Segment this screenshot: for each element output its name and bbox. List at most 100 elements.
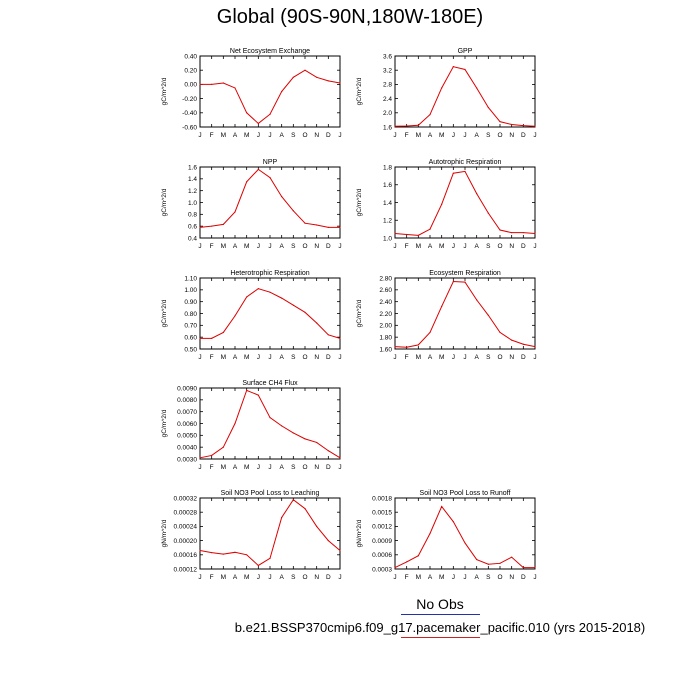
- x-tick-label-heterotrophic-respiration: O: [302, 354, 307, 361]
- y-tick-label-ecosystem-respiration: 2.60: [379, 287, 392, 294]
- x-tick-label-gpp: J: [463, 132, 466, 139]
- y-tick-label-heterotrophic-respiration: 0.80: [184, 311, 197, 318]
- data-point-autotrophic-respiration: [441, 203, 443, 205]
- x-tick-label-autotrophic-respiration: O: [497, 243, 502, 250]
- x-tick-label-surface-ch4-flux: J: [338, 464, 341, 471]
- panel-title-surface-ch4-flux: Surface CH4 Flux: [242, 380, 298, 387]
- plot-frame-autotrophic-respiration: [394, 166, 536, 239]
- y-tick-label-net-ecosystem-exchange: 0.20: [184, 68, 197, 75]
- x-tick-label-gpp: M: [439, 132, 444, 139]
- data-point-ecosystem-respiration: [511, 339, 513, 341]
- x-tick-label-soil-no3-pool-loss-to-runoff: M: [416, 574, 421, 581]
- x-tick-label-net-ecosystem-exchange: J: [338, 132, 341, 139]
- x-tick-label-npp: J: [338, 243, 341, 250]
- legend-no-obs: No Obs: [416, 596, 464, 612]
- y-tick-label-soil-no3-pool-loss-to-leaching: 0.00024: [174, 524, 198, 531]
- x-tick-label-net-ecosystem-exchange: M: [221, 132, 226, 139]
- data-point-soil-no3-pool-loss-to-runoff: [429, 532, 431, 535]
- data-point-heterotrophic-respiration: [304, 311, 306, 313]
- data-point-soil-no3-pool-loss-to-leaching: [234, 551, 236, 553]
- x-tick-label-soil-no3-pool-loss-to-runoff: S: [486, 574, 491, 581]
- y-tick-label-soil-no3-pool-loss-to-runoff: 0.0015: [372, 510, 392, 517]
- data-point-autotrophic-respiration: [476, 193, 478, 195]
- x-tick-label-heterotrophic-respiration: A: [233, 354, 238, 361]
- x-tick-label-net-ecosystem-exchange: M: [244, 132, 249, 139]
- y-tick-label-autotrophic-respiration: 1.4: [383, 200, 392, 207]
- data-point-net-ecosystem-exchange: [327, 80, 329, 82]
- x-tick-label-ecosystem-respiration: J: [533, 354, 536, 361]
- y-tick-label-surface-ch4-flux: 0.0060: [177, 421, 197, 428]
- x-tick-label-soil-no3-pool-loss-to-runoff: O: [497, 574, 502, 581]
- y-tick-label-gpp: 2.8: [383, 82, 392, 89]
- x-tick-label-surface-ch4-flux: S: [291, 464, 296, 471]
- x-tick-label-gpp: A: [474, 132, 479, 139]
- data-point-npp: [339, 226, 341, 228]
- y-tick-label-npp: 0.6: [188, 223, 197, 230]
- panel-surface-ch4-flux: Surface CH4 Flux 0.0090 0.0080 0.0070 0.0060…: [161, 380, 342, 471]
- data-point-ecosystem-respiration: [417, 344, 419, 346]
- y-tick-label-soil-no3-pool-loss-to-runoff: 0.0003: [372, 566, 392, 573]
- x-tick-label-heterotrophic-respiration: J: [198, 354, 201, 361]
- x-tick-label-net-ecosystem-exchange: A: [233, 132, 238, 139]
- series-line-soil-no3-pool-loss-to-runoff: [394, 505, 535, 569]
- y-axis-label-soil-no3-pool-loss-to-runoff: gN/m^2/d: [356, 519, 363, 547]
- x-tick-label-ecosystem-respiration: F: [405, 354, 409, 361]
- x-tick-label-soil-no3-pool-loss-to-runoff: J: [393, 574, 396, 581]
- y-axis-label-npp: gC/m^2/d: [161, 188, 168, 216]
- series-line-surface-ch4-flux: [199, 389, 341, 459]
- x-tick-label-surface-ch4-flux: D: [326, 464, 331, 471]
- data-point-npp: [327, 226, 329, 228]
- x-tick-label-npp: A: [233, 243, 238, 250]
- series-line-soil-no3-pool-loss-to-leaching: [199, 499, 341, 567]
- data-point-ecosystem-respiration: [464, 281, 466, 283]
- x-tick-label-autotrophic-respiration: J: [533, 243, 536, 250]
- x-tick-label-gpp: J: [533, 132, 536, 139]
- x-tick-label-npp: O: [302, 243, 307, 250]
- x-tick-label-autotrophic-respiration: S: [486, 243, 491, 250]
- data-point-soil-no3-pool-loss-to-runoff: [441, 505, 443, 508]
- y-tick-label-ecosystem-respiration: 1.80: [379, 334, 392, 341]
- y-tick-label-surface-ch4-flux: 0.0080: [177, 397, 197, 404]
- panel-autotrophic-respiration: Autotrophic Respiration 1.8 1.6 1.4 1.2 1.0 gC…: [356, 159, 537, 250]
- x-tick-label-heterotrophic-respiration: J: [268, 354, 271, 361]
- data-point-autotrophic-respiration: [487, 212, 489, 214]
- data-point-ecosystem-respiration: [452, 280, 454, 283]
- data-point-soil-no3-pool-loss-to-runoff: [522, 566, 524, 569]
- x-tick-label-ecosystem-respiration: M: [416, 354, 421, 361]
- y-axis-label-gpp: gC/m^2/d: [356, 77, 363, 105]
- data-point-gpp: [406, 125, 408, 127]
- y-tick-label-soil-no3-pool-loss-to-runoff: 0.0012: [372, 524, 392, 531]
- data-point-soil-no3-pool-loss-to-leaching: [327, 540, 329, 542]
- y-tick-label-net-ecosystem-exchange: -0.60: [182, 124, 197, 131]
- x-tick-label-surface-ch4-flux: M: [244, 464, 249, 471]
- legend-line-blue: [401, 614, 480, 615]
- x-tick-label-soil-no3-pool-loss-to-leaching: N: [314, 574, 319, 581]
- x-tick-label-npp: M: [221, 243, 226, 250]
- data-point-surface-ch4-flux: [316, 441, 318, 444]
- panel-title-ecosystem-respiration: Ecosystem Respiration: [429, 270, 501, 277]
- x-tick-label-gpp: O: [497, 132, 502, 139]
- x-tick-label-surface-ch4-flux: J: [257, 464, 260, 471]
- x-tick-label-heterotrophic-respiration: M: [221, 354, 226, 361]
- x-tick-label-gpp: F: [405, 132, 409, 139]
- data-point-soil-no3-pool-loss-to-leaching: [222, 553, 224, 555]
- data-point-npp: [234, 211, 236, 213]
- x-tick-label-soil-no3-pool-loss-to-leaching: J: [257, 574, 260, 581]
- y-axis-label-soil-no3-pool-loss-to-leaching: gN/m^2/d: [161, 519, 168, 547]
- x-tick-label-net-ecosystem-exchange: J: [268, 132, 271, 139]
- data-point-surface-ch4-flux: [304, 438, 306, 440]
- data-point-gpp: [429, 113, 431, 116]
- panel-net-ecosystem-exchange: Net Ecosystem Exchange 0.40 0.20 0.00 -0.20 -…: [161, 48, 342, 139]
- data-point-net-ecosystem-exchange: [222, 82, 224, 84]
- data-point-npp: [292, 210, 294, 212]
- y-tick-label-surface-ch4-flux: 0.0050: [177, 433, 197, 440]
- x-tick-label-npp: F: [210, 243, 214, 250]
- data-point-autotrophic-respiration: [499, 229, 501, 231]
- data-point-soil-no3-pool-loss-to-leaching: [199, 549, 201, 552]
- data-point-heterotrophic-respiration: [269, 291, 271, 293]
- x-tick-label-surface-ch4-flux: M: [221, 464, 226, 471]
- x-tick-label-soil-no3-pool-loss-to-leaching: M: [221, 574, 226, 581]
- data-point-surface-ch4-flux: [234, 422, 236, 425]
- x-tick-label-soil-no3-pool-loss-to-runoff: M: [439, 574, 444, 581]
- y-tick-label-soil-no3-pool-loss-to-leaching: 0.00032: [174, 495, 198, 502]
